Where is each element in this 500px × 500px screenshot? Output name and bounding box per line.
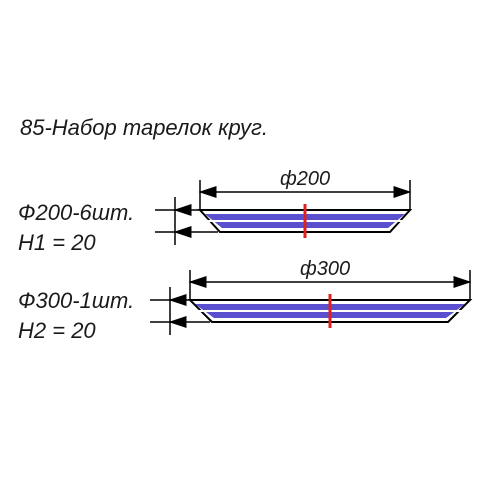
technical-drawing bbox=[0, 0, 500, 500]
plate2-profile bbox=[190, 294, 470, 328]
plate1-profile bbox=[200, 204, 410, 238]
